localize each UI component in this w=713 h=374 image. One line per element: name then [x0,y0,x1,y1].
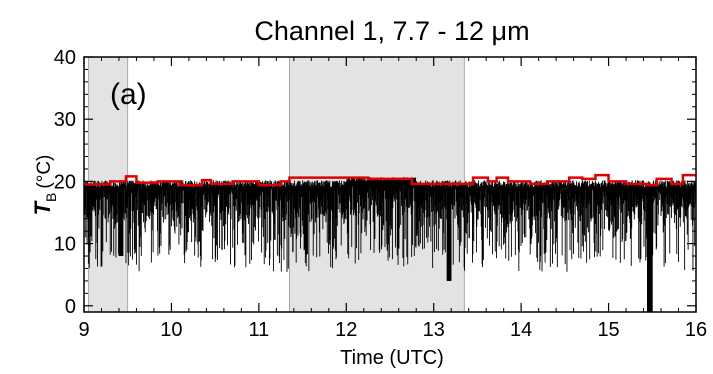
panel-label: (a) [110,78,147,111]
svg-text:TB(°C): TB (°C) [30,155,59,216]
x-tick-label: 11 [248,319,269,341]
series-line-red [84,173,696,187]
plot-frame [83,56,697,313]
y-tick-label: 40 [54,47,76,69]
y-tick-label: 30 [54,109,76,131]
y-tick-label: 0 [65,296,76,318]
y-tick-label: 20 [54,171,76,193]
y-axis-label-unit: (°C) [34,155,55,189]
x-axis-label: Time (UTC) [340,347,444,369]
y-tick-label: 10 [54,234,76,256]
y-tick-labels: 0 10 20 30 40 [54,47,76,318]
y-axis-label: TB (°C) [30,155,59,216]
y-axis-label-sub: B [43,193,59,202]
x-tick-label: 16 [685,319,707,341]
x-tick-label: 10 [160,319,182,341]
x-tick-label: 13 [423,319,445,341]
axis-ticks [83,56,697,312]
x-tick-label: 12 [335,319,357,341]
chart-title: Channel 1, 7.7 - 12 μm [254,16,529,46]
y-axis-label-main: T [30,200,55,215]
x-tick-labels: 9 10 11 12 13 14 15 16 [78,319,707,341]
x-tick-label: 9 [78,319,89,341]
observation-traces [83,177,697,312]
x-tick-label: 14 [510,319,532,341]
x-tick-label: 15 [597,319,619,341]
